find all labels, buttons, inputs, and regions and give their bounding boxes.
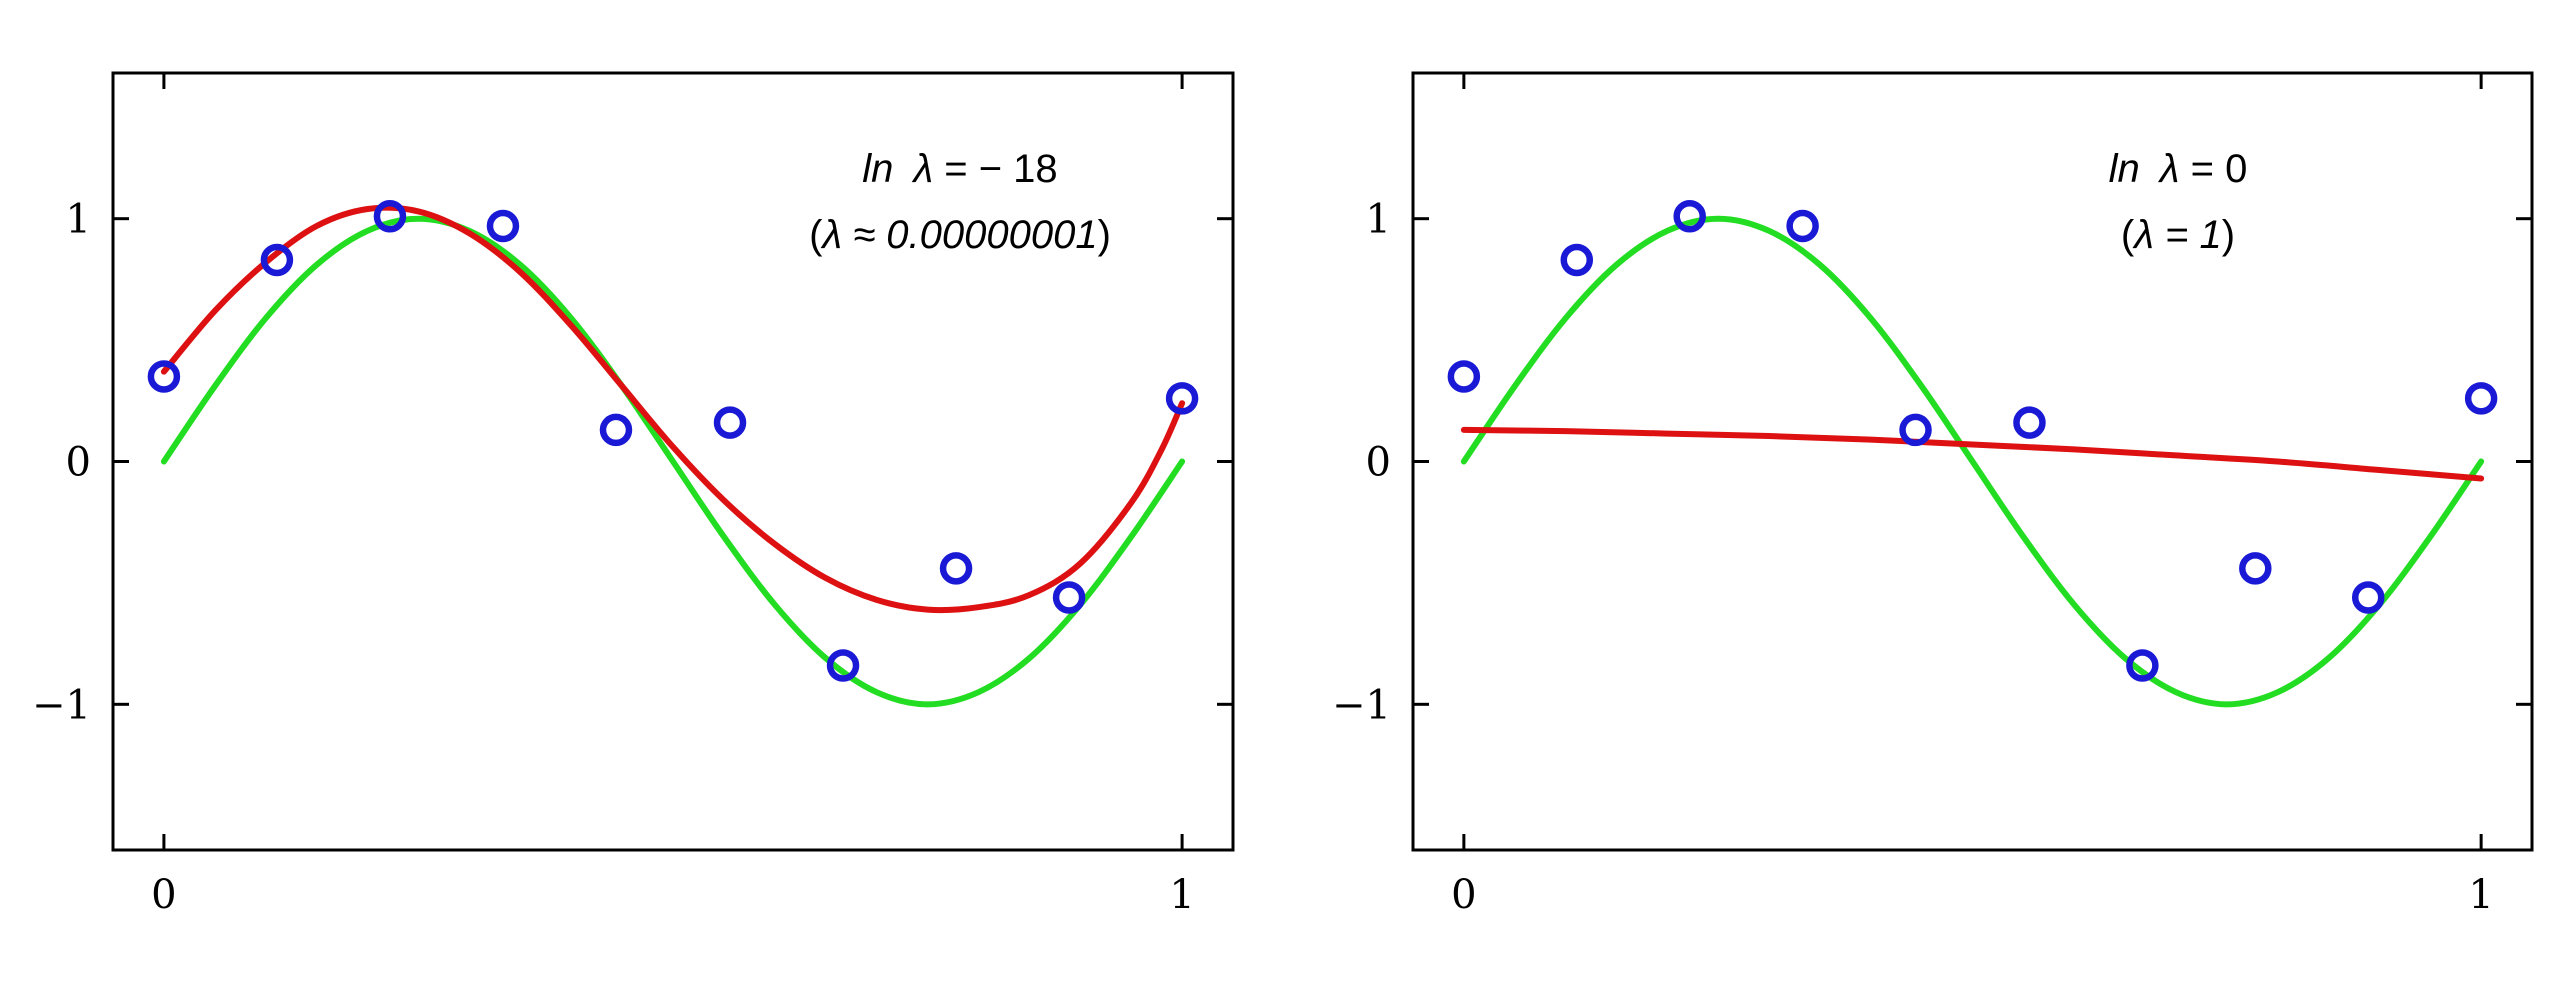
y-tick-label: 1 — [66, 197, 91, 243]
data-point — [1052, 581, 1086, 614]
series-line-red — [1460, 426, 2485, 482]
y-tick-label: 0 — [66, 440, 91, 486]
data-point — [826, 649, 860, 682]
data-point — [147, 360, 181, 393]
annotation-space — [893, 147, 913, 191]
annotation-line-2: (λ ≈ 0.00000001) — [809, 213, 1111, 257]
data-point — [2464, 382, 2498, 415]
y-tick-label: 0 — [1366, 440, 1391, 486]
data-point — [1899, 413, 1932, 447]
series-line-red — [160, 204, 1186, 614]
data-point — [2351, 581, 2385, 614]
y-tick-label: −1 — [32, 682, 91, 728]
annotation-line-1: ln λ = − 18 — [862, 147, 1057, 191]
data-point — [373, 200, 407, 233]
chart-panel-1: −1 0 1 0 1 ln λ = − 18 (λ ≈ 0.00000001) — [32, 71, 1235, 918]
annotation-lambda-value: λ = 1 — [2132, 213, 2222, 257]
data-point — [2126, 649, 2159, 682]
data-point — [260, 243, 294, 277]
x-tick-label: 1 — [2468, 872, 2493, 918]
annotation-value: = − 18 — [933, 147, 1058, 191]
chart-panel-2: −1 0 1 0 1 ln λ = 0 (λ = 1) — [1332, 71, 2534, 918]
x-tick-label: 0 — [151, 872, 176, 918]
annotation-paren-close: ) — [2222, 213, 2235, 257]
annotation-paren-close: ) — [1098, 213, 1111, 257]
x-tick-label: 1 — [1169, 872, 1194, 918]
annotation-paren-open: ( — [2121, 213, 2135, 257]
annotation-ln: ln — [2109, 147, 2140, 191]
y-tick-label: −1 — [1332, 682, 1391, 728]
annotation-paren-open: ( — [809, 213, 823, 257]
data-point — [2013, 406, 2046, 439]
annotation-lambda: λ — [2158, 147, 2180, 191]
annotation-line-1: ln λ = 0 — [2109, 147, 2248, 191]
x-tick-label: 0 — [1451, 872, 1476, 918]
annotation-lambda-value: λ ≈ 0.00000001 — [820, 213, 1097, 257]
data-point — [1673, 200, 1706, 233]
annotation-ln: ln — [862, 147, 893, 191]
y-tick-label: 1 — [1366, 197, 1391, 243]
annotation-line-2: (λ = 1) — [2121, 213, 2235, 257]
data-point — [1165, 382, 1199, 415]
series-line-green — [1460, 215, 2485, 708]
data-point — [1447, 360, 1481, 393]
data-point — [939, 552, 973, 585]
annotation-value: = 0 — [2179, 147, 2247, 191]
data-point — [1560, 243, 1594, 277]
data-point — [599, 413, 633, 447]
annotation-lambda: λ — [911, 147, 933, 191]
data-point — [2239, 552, 2272, 585]
data-point — [713, 406, 747, 439]
series-line-green — [160, 215, 1186, 708]
data-point — [1786, 209, 1819, 243]
annotation-space — [2140, 147, 2160, 191]
data-point — [486, 209, 520, 243]
